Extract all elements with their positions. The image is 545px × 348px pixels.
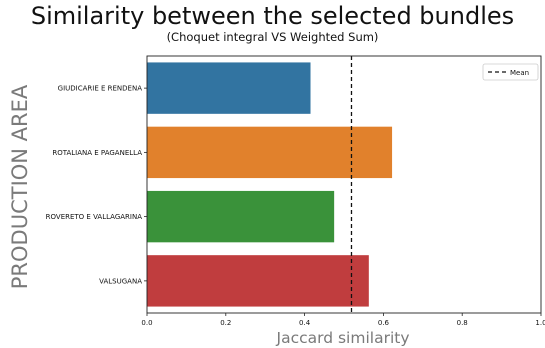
- x-tick-label: 1.0: [535, 319, 545, 327]
- x-tick-label: 0.4: [299, 319, 311, 327]
- chart-subtitle: (Choquet integral VS Weighted Sum): [166, 30, 379, 44]
- bar-1: [147, 126, 393, 179]
- x-axis-label: Jaccard similarity: [276, 329, 410, 347]
- legend-label-mean: Mean: [510, 69, 529, 77]
- legend-box: [482, 63, 539, 81]
- bar-2: [147, 190, 335, 243]
- y-tick-label: ROTALIANA E PAGANELLA: [52, 149, 142, 157]
- x-tick-label: 0.6: [378, 319, 390, 327]
- bar-0: [147, 62, 311, 114]
- legend: Mean: [482, 63, 539, 81]
- plot-frame: [146, 55, 542, 314]
- y-tick-label: VALSUGANA: [99, 277, 142, 285]
- y-tick-label: GIUDICARIE E RENDENA: [58, 85, 143, 93]
- x-axis-ticks: 0.0 0.2 0.4 0.6 0.8 1.0: [141, 313, 545, 327]
- x-tick-label: 0.0: [141, 319, 152, 327]
- x-tick-label: 0.8: [457, 319, 468, 327]
- chart-title: Similarity between the selected bundles: [30, 2, 515, 30]
- y-tick-label: ROVERETO E VALLAGARINA: [46, 213, 143, 221]
- bar-3: [147, 255, 369, 307]
- y-axis-ticks: GIUDICARIE E RENDENA ROTALIANA E PAGANELL…: [46, 85, 147, 285]
- y-axis-label: PRODUCTION AREA: [8, 84, 32, 289]
- bars-layer: [147, 62, 393, 307]
- x-tick-label: 0.2: [220, 319, 231, 327]
